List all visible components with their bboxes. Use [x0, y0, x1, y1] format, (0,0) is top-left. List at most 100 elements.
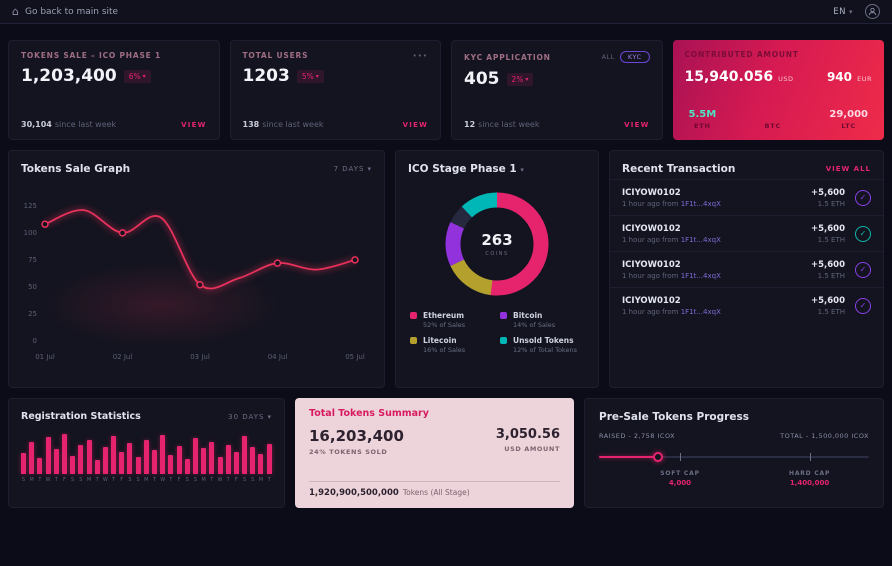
bar-axis-label: T [267, 477, 271, 483]
bar-axis-label: S [71, 477, 75, 483]
bar-axis-label: S [242, 477, 247, 483]
bar-axis-label: M [201, 477, 206, 483]
legend-ethereum: Ethereum 52% of Sales [410, 311, 494, 329]
language-dropdown[interactable]: EN ▾ [833, 7, 853, 17]
transaction-row[interactable]: ICIYOW0102 1 hour ago from 1F1t...4xqX +… [610, 215, 883, 251]
bar-axis-label: S [193, 477, 198, 483]
range-dropdown[interactable]: 7 DAYS ▾ [333, 165, 372, 173]
registration-bar [21, 453, 26, 474]
caret-down-icon: ▾ [520, 166, 524, 174]
kyc-toggle-kyc[interactable]: KYC [619, 51, 650, 63]
registration-bar [119, 452, 125, 474]
svg-text:100: 100 [24, 229, 37, 237]
contributed-usd: 15,940.056 USD [684, 69, 794, 85]
check-circle-icon[interactable]: ✓ [855, 189, 871, 206]
view-link[interactable]: VIEW [624, 121, 650, 129]
caret-down-icon: ▾ [367, 165, 372, 173]
bar-axis-label: S [79, 477, 83, 483]
bar-axis-label: W [45, 477, 51, 483]
txn-amount: +5,600 [810, 259, 845, 270]
svg-text:04 Jul: 04 Jul [268, 353, 288, 361]
topbar: ⌂ Go back to main site EN ▾ [0, 0, 892, 24]
bar-axis-label: T [210, 477, 214, 483]
registration-bar [168, 454, 174, 474]
range-dropdown[interactable]: 30 DAYS ▾ [228, 412, 272, 421]
txn-amount-sub: 1.5 ETH [817, 271, 845, 280]
caret-down-icon: ▾ [525, 75, 529, 83]
bar-axis-label: T [112, 477, 116, 483]
svg-text:125: 125 [24, 202, 37, 210]
registration-bar [258, 453, 264, 474]
svg-text:05 Jul: 05 Jul [345, 353, 365, 361]
stat-value: 1203 [242, 66, 290, 86]
check-circle-icon[interactable]: ✓ [855, 225, 871, 242]
kyc-toggle-all[interactable]: ALL [601, 53, 615, 61]
slider-fill [599, 456, 659, 458]
presale-progress-card: Pre-Sale Tokens Progress RAISED - 2,758 … [584, 398, 884, 508]
registration-bar [184, 458, 190, 474]
legend-litecoin: Litecoin 16% of Sales [410, 336, 494, 354]
registration-bar [37, 457, 43, 474]
svg-text:01 Jul: 01 Jul [35, 353, 55, 361]
stat-delta: 12 since last week [464, 120, 540, 129]
bar-axis-label: T [54, 477, 58, 483]
legend-dot [500, 312, 507, 319]
bar-axis-label: W [217, 477, 223, 483]
slider-handle[interactable] [653, 452, 664, 462]
txn-amount-sub: 1.5 ETH [817, 235, 845, 244]
ico-stage-card: ICO Stage Phase 1 ▾ 263 COINS Ethereum 52… [395, 150, 599, 388]
stat-card-contributed-amount: CONTRIBUTED AMOUNT 15,940.056 USD 940 EU… [672, 40, 884, 140]
raised-label: RAISED - 2,758 ICOX [599, 432, 676, 440]
bar-axis-label: F [62, 477, 66, 483]
legend-dot [410, 312, 417, 319]
txn-meta: 1 hour ago from 1F1t...4xqX [622, 307, 721, 316]
check-circle-icon[interactable]: ✓ [855, 261, 871, 278]
transaction-row[interactable]: ICIYOW0102 1 hour ago from 1F1t...4xqX +… [610, 179, 883, 215]
txn-meta: 1 hour ago from 1F1t...4xqX [622, 199, 721, 208]
bar-axis-label: F [234, 477, 238, 483]
user-avatar[interactable] [865, 4, 880, 19]
ico-stage-dropdown[interactable]: ICO Stage Phase 1 ▾ [408, 163, 524, 175]
percent-badge[interactable]: 5% ▾ [296, 69, 324, 83]
chevron-down-icon: ▾ [848, 7, 853, 16]
stat-label: TOKENS SALE – ICO PHASE 1 [21, 51, 162, 60]
total-label: TOTAL - 1,500,000 ICOX [780, 432, 869, 440]
hard-cap-tick [809, 453, 811, 461]
soft-cap-tick [680, 453, 681, 461]
transaction-row[interactable]: ICIYOW0102 1 hour ago from 1F1t...4xqX +… [610, 251, 883, 287]
back-to-main-site-link[interactable]: ⌂ Go back to main site [12, 5, 118, 18]
percent-badge[interactable]: 2% ▾ [506, 72, 534, 86]
percent-badge[interactable]: 6% ▾ [123, 69, 151, 83]
registration-bar [266, 443, 272, 474]
legend-unsold-tokens: Unsold Tokens 12% of Total Tokens [500, 336, 584, 354]
registration-bar [111, 436, 117, 474]
registration-bar [45, 437, 51, 474]
bar-axis-label: T [38, 477, 42, 483]
registration-bar [250, 447, 256, 474]
bar-axis-label: F [120, 477, 124, 483]
more-menu-icon[interactable]: ••• [412, 51, 428, 60]
svg-text:50: 50 [28, 283, 37, 291]
contributed-btc: BTC [764, 122, 782, 130]
contributed-eur: 940 EUR [826, 70, 872, 84]
view-all-link[interactable]: VIEW ALL [825, 165, 871, 173]
tokens-sold-block: 16,203,400 24% TOKENS SOLD [309, 427, 404, 456]
view-link[interactable]: VIEW [181, 121, 207, 129]
registration-bar [102, 447, 108, 474]
txn-amount: +5,600 [810, 295, 845, 306]
card-title: Registration Statistics [21, 411, 141, 422]
registration-bar [217, 456, 223, 474]
registration-bar [176, 446, 182, 474]
contributed-ltc: 29,000 LTC [829, 109, 868, 130]
legend-dot [410, 337, 417, 344]
check-circle-icon[interactable]: ✓ [855, 297, 871, 314]
registration-bar [152, 450, 157, 474]
stat-delta: 30,104 since last week [21, 120, 117, 129]
bar-axis-label: S [128, 477, 132, 483]
view-link[interactable]: VIEW [402, 121, 428, 129]
language-label: EN [833, 6, 846, 17]
stat-card-tokens-sale: TOKENS SALE – ICO PHASE 1 1,203,400 6% ▾… [8, 40, 220, 140]
stat-label: CONTRIBUTED AMOUNT [684, 50, 799, 59]
transaction-row[interactable]: ICIYOW0102 1 hour ago from 1F1t...4xqX +… [610, 287, 883, 323]
tokens-sale-line-chart: 0 25 50 75 100 125 01 Jul 02 Jul 03 Jul 04 Jul 05 … [9, 179, 384, 371]
